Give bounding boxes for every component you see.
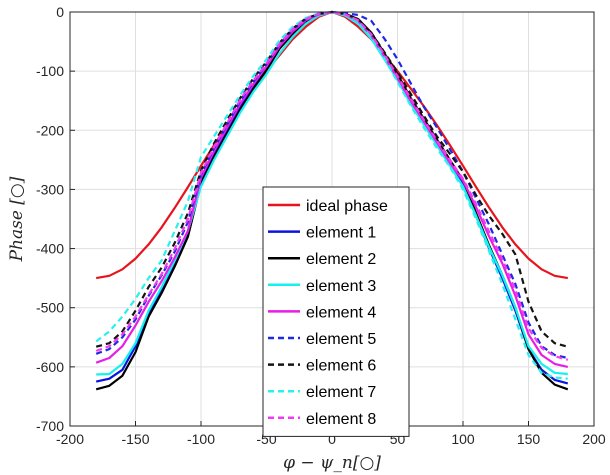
x-tick-label: -150 xyxy=(121,431,149,447)
legend: ideal phase element 1 element 2 element 3 el… xyxy=(262,186,410,437)
x-axis-label: φ − ψ_n[○] xyxy=(283,453,381,473)
legend-label: element 1 xyxy=(306,225,376,242)
x-tick-label: -100 xyxy=(187,431,215,447)
legend-label: ideal phase xyxy=(306,198,388,215)
y-tick-label: -300 xyxy=(36,181,64,197)
x-tick-label: -200 xyxy=(56,431,84,447)
x-tick-label: 0 xyxy=(328,431,336,447)
legend-label: element 3 xyxy=(306,278,376,295)
legend-label: element 7 xyxy=(306,384,376,401)
y-tick-label: -700 xyxy=(36,418,64,434)
legend-label: element 6 xyxy=(306,358,376,375)
legend-label: element 4 xyxy=(306,304,376,321)
legend-label: element 8 xyxy=(306,411,376,428)
y-axis-label: Phase [○] xyxy=(7,176,27,262)
x-tick-label: 100 xyxy=(451,431,475,447)
series-line-element-7 xyxy=(95,10,568,380)
y-tick-label: -600 xyxy=(36,359,64,375)
x-axis-ticks: -200 -150 -100 -50 0 50 100 150 200 xyxy=(56,421,606,447)
y-tick-label: -200 xyxy=(36,122,64,138)
y-tick-label: -100 xyxy=(36,63,64,79)
y-tick-label: -400 xyxy=(36,241,64,257)
x-tick-label: 150 xyxy=(517,431,541,447)
legend-label: element 5 xyxy=(306,331,376,348)
x-tick-label: 200 xyxy=(582,431,606,447)
y-tick-label: -500 xyxy=(36,300,64,316)
series-line-element-8 xyxy=(95,10,569,361)
y-tick-label: 0 xyxy=(56,4,64,20)
series-line-element-5 xyxy=(95,10,569,360)
legend-label: element 2 xyxy=(306,251,376,268)
y-axis-ticks: 0 -100 -200 -300 -400 -500 -600 -700 xyxy=(36,4,75,434)
